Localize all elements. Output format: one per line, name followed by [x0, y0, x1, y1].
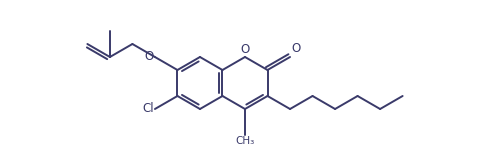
Text: O: O — [241, 43, 249, 56]
Text: O: O — [291, 42, 300, 55]
Text: O: O — [145, 49, 154, 63]
Text: Cl: Cl — [142, 102, 154, 116]
Text: CH₃: CH₃ — [235, 136, 255, 146]
